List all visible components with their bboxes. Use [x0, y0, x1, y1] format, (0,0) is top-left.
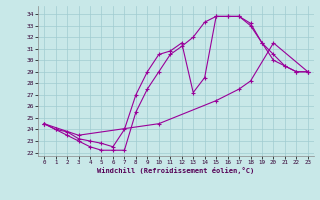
X-axis label: Windchill (Refroidissement éolien,°C): Windchill (Refroidissement éolien,°C) [97, 167, 255, 174]
